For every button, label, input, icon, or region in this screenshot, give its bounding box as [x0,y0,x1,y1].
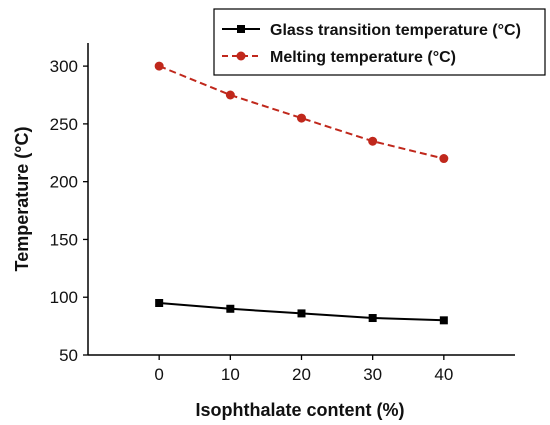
legend-swatch-melting-marker [236,51,246,61]
y-tick-label: 50 [59,346,78,365]
series-melting [154,61,449,164]
data-point [226,304,235,313]
legend: Glass transition temperature (°C) Meltin… [213,8,546,76]
data-point [225,90,235,100]
legend-box [213,8,546,76]
y-tick-label: 100 [50,288,78,307]
series-line [158,65,445,160]
x-tick-label: 10 [221,365,240,384]
data-point [368,136,378,146]
data-point [297,309,306,318]
data-point [439,154,449,164]
y-tick-label: 300 [50,57,78,76]
x-tick-label: 40 [434,365,453,384]
x-axis-ticks: 0 10 20 30 40 [154,355,453,384]
x-tick-label: 20 [292,365,311,384]
x-tick-label: 0 [154,365,163,384]
series-glass-transition [155,299,448,325]
legend-swatch-glass-marker [237,25,245,33]
series-layer [154,61,449,325]
data-point [368,314,377,323]
legend-label-melting: Melting temperature (°C) [270,49,456,66]
x-axis-title: Isophthalate content (%) [195,400,404,420]
y-tick-label: 250 [50,115,78,134]
y-tick-label: 150 [50,230,78,249]
data-point [155,299,164,307]
data-point [439,316,448,325]
x-tick-label: 30 [363,365,382,384]
y-tick-label: 200 [50,173,78,192]
legend-label-glass: Glass transition temperature (°C) [270,22,521,39]
data-point [297,113,306,123]
y-axis-ticks: 50 100 150 200 250 300 [50,57,88,365]
data-point [154,61,164,71]
y-axis-title: Temperature (°C) [12,127,32,272]
